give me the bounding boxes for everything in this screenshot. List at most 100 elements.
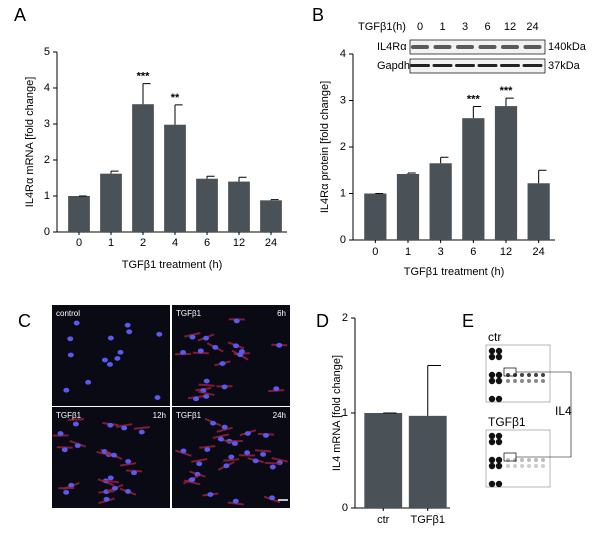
cell-body	[264, 461, 281, 465]
cell-body	[120, 462, 137, 467]
lane-label: 0	[417, 21, 423, 33]
lane-label: 24	[526, 21, 538, 33]
x-tick-label: 0	[372, 246, 378, 258]
spot	[534, 458, 538, 462]
spot	[541, 373, 545, 377]
spot	[541, 458, 545, 462]
spot	[495, 456, 503, 464]
array	[485, 429, 551, 488]
nucleus	[61, 447, 68, 453]
nucleus	[73, 320, 80, 326]
lane-label: 6	[484, 21, 490, 33]
nucleus	[180, 349, 187, 355]
cell-body	[102, 479, 119, 484]
spot	[488, 480, 496, 488]
error-bar	[440, 156, 449, 164]
cytokine-arrays: ctr TGFβ1 IL4	[485, 330, 572, 488]
nucleus	[63, 489, 70, 495]
band	[522, 64, 543, 67]
spot	[527, 458, 531, 462]
nucleus	[121, 425, 128, 431]
spot	[488, 462, 496, 470]
significance: ***	[500, 85, 514, 97]
x-axis-label: TGFβ1 treatment (h)	[122, 259, 222, 271]
nucleus	[269, 495, 276, 501]
y-tick-label: 0	[342, 502, 348, 514]
bar	[196, 178, 218, 232]
nucleus	[276, 342, 283, 348]
cell-body	[198, 390, 215, 397]
connector	[516, 371, 572, 412]
x-tick-label: 12	[500, 246, 512, 258]
blot-row-label: Gapdh	[377, 60, 410, 72]
nucleus	[203, 378, 210, 384]
bar	[132, 104, 154, 232]
micrographs: control TGFβ1 6h TGFβ1 12h TGFβ1 24h	[52, 305, 290, 508]
lane-label: 3	[462, 21, 468, 33]
x-tick-label: 4	[172, 237, 178, 249]
panel-label: D	[316, 311, 329, 331]
nucleus	[74, 443, 81, 449]
significance: ***	[137, 71, 151, 83]
array-label: TGFβ1	[488, 415, 526, 429]
target-label: IL4	[555, 404, 572, 418]
spot	[495, 371, 503, 379]
y-tick-label: 3	[340, 94, 346, 106]
nucleus	[202, 335, 209, 341]
nucleus	[68, 482, 75, 488]
x-tick-label: 12	[233, 237, 245, 249]
y-tick-label: 4	[44, 82, 50, 94]
y-tick-label: 5	[44, 46, 50, 58]
x-tick-label: 0	[76, 237, 82, 249]
error-bar	[505, 97, 514, 107]
band	[456, 45, 474, 49]
panel-label: A	[14, 5, 26, 25]
spot	[488, 456, 496, 464]
spot	[495, 395, 503, 403]
nucleus	[156, 331, 163, 337]
cell-body	[183, 479, 201, 486]
blot-size: 37kDa	[548, 60, 581, 72]
nucleus	[126, 329, 133, 335]
bar	[164, 124, 186, 232]
spot	[527, 379, 531, 383]
nucleus	[252, 458, 259, 464]
spot	[513, 458, 517, 462]
nucleus	[72, 421, 79, 427]
nucleus	[204, 447, 211, 452]
y-axis-label: IL4Rα protein [fold change]	[319, 81, 331, 213]
y-tick-label: 0	[44, 226, 50, 238]
nucleus	[232, 343, 239, 349]
spot	[506, 373, 510, 377]
error-bar	[238, 176, 247, 182]
nucleus	[117, 349, 124, 355]
significance: ***	[467, 93, 481, 105]
x-tick-label: 2	[140, 237, 146, 249]
bar	[408, 415, 447, 508]
spot	[488, 371, 496, 379]
micrograph	[52, 407, 170, 508]
western-blot	[409, 39, 546, 74]
nucleus	[57, 431, 64, 436]
nucleus	[180, 448, 187, 454]
band	[433, 45, 452, 49]
nucleus	[154, 395, 161, 400]
error-bar	[142, 83, 151, 105]
image-label: control	[56, 309, 80, 318]
error-bar	[270, 199, 279, 201]
cell-body	[191, 457, 208, 463]
nucleus	[107, 475, 114, 481]
spot	[520, 373, 524, 377]
nucleus	[193, 396, 200, 402]
bar	[527, 183, 550, 240]
y-tick-label: 0	[340, 234, 346, 246]
cell-body	[216, 426, 233, 433]
error-bar	[174, 104, 183, 125]
nucleus	[221, 424, 228, 430]
spot	[541, 379, 545, 383]
nucleus	[130, 470, 137, 476]
y-tick-label: 4	[340, 48, 346, 60]
nucleus	[106, 362, 113, 367]
spot	[541, 464, 545, 468]
nucleus	[124, 489, 131, 494]
